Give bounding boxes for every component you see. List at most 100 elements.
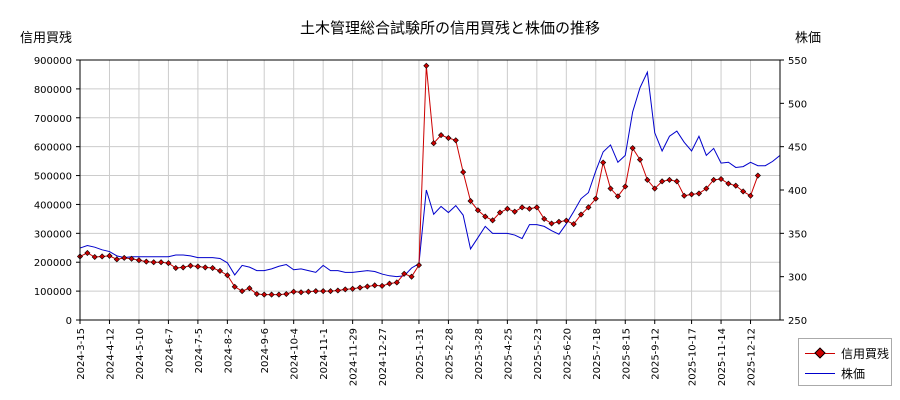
margin-point — [718, 175, 725, 183]
margin-point — [261, 291, 268, 298]
x-tick-label: 2025-12-12 — [747, 328, 758, 386]
x-tick-label: 2025-3-28 — [474, 328, 485, 380]
margin-point — [636, 156, 644, 163]
margin-point — [754, 172, 761, 179]
margin-point — [342, 286, 349, 293]
margin-point — [526, 205, 533, 212]
right-tick-label: 300 — [788, 273, 807, 284]
margin-point — [231, 283, 238, 290]
margin-point — [106, 252, 113, 259]
margin-point — [555, 218, 562, 225]
margin-point — [172, 264, 179, 272]
margin-point — [386, 280, 393, 287]
margin-point — [209, 264, 216, 272]
margin-point — [600, 159, 607, 166]
margin-point — [496, 209, 504, 216]
margin-point — [275, 291, 282, 298]
margin-point — [445, 134, 452, 142]
margin-point — [511, 208, 518, 215]
y-axis-label-left: 信用買残 — [20, 31, 72, 46]
margin-point — [474, 207, 481, 214]
right-tick-label: 450 — [788, 143, 807, 154]
margin-point — [430, 140, 437, 147]
right-tick-label: 350 — [788, 229, 807, 240]
margin-point — [622, 183, 629, 190]
margin-point — [320, 288, 327, 295]
x-tick-label: 2024-11-29 — [349, 328, 360, 386]
margin-series — [76, 62, 761, 298]
margin-point — [592, 195, 599, 202]
left-tick-label: 500000 — [34, 172, 72, 183]
legend-label-margin: 信用買残 — [841, 346, 890, 361]
margin-point — [452, 137, 459, 144]
margin-point — [570, 221, 577, 228]
x-tick-label: 2024-6-7 — [164, 328, 175, 373]
left-axis: 0 100000 200000 300000 400000 500000 600000 700… — [34, 56, 80, 327]
margin-point — [239, 288, 246, 295]
margin-point — [460, 169, 467, 176]
margin-point — [710, 176, 717, 183]
x-tick-label: 2025-1-31 — [415, 328, 426, 380]
x-tick-label: 2024-7-5 — [194, 328, 205, 373]
x-tick-label: 2024-9-6 — [260, 328, 271, 373]
x-tick-label: 2024-3-15 — [76, 328, 87, 380]
x-tick-label: 2025-4-25 — [503, 328, 514, 380]
margin-point — [334, 287, 341, 294]
legend: 信用買残 株価 — [798, 338, 892, 386]
margin-point — [143, 258, 150, 265]
margin-point — [393, 279, 400, 286]
margin-point — [224, 272, 231, 279]
margin-point — [725, 180, 732, 187]
legend-label-price: 株価 — [841, 366, 866, 381]
x-tick-label: 2024-5-10 — [135, 328, 146, 380]
margin-point — [578, 211, 585, 218]
margin-point — [489, 217, 496, 224]
x-tick-label: 2025-8-15 — [621, 328, 632, 380]
left-tick-label: 100000 — [34, 287, 72, 298]
margin-point — [99, 253, 106, 260]
margin-point — [467, 197, 474, 205]
left-tick-label: 700000 — [34, 114, 72, 125]
margin-point — [202, 264, 209, 271]
left-tick-label: 600000 — [34, 143, 72, 154]
margin-point — [113, 256, 120, 263]
margin-point — [533, 204, 540, 211]
x-tick-label: 2025-11-14 — [717, 328, 728, 386]
margin-point — [666, 176, 673, 183]
right-tick-label: 250 — [788, 316, 807, 327]
x-tick-label: 2024-11-1 — [319, 328, 330, 380]
chart-title: 土木管理総合試験所の信用買残と株価の推移 — [300, 19, 600, 37]
margin-point — [644, 176, 651, 183]
x-tick-label: 2024-8-2 — [223, 328, 234, 373]
left-tick-label: 200000 — [34, 258, 72, 269]
margin-point — [246, 285, 253, 292]
margin-point — [349, 285, 356, 292]
margin-point — [298, 289, 305, 296]
margin-point — [305, 288, 312, 295]
left-tick-label: 300000 — [34, 229, 72, 240]
margin-point — [135, 257, 142, 264]
margin-point — [541, 215, 548, 222]
margin-point — [651, 185, 658, 192]
margin-point — [158, 259, 165, 266]
margin-point — [688, 191, 695, 198]
x-axis: 2024-3-15 2024-4-12 2024-5-10 2024-6-7 2024-… — [76, 320, 758, 386]
x-tick-label: 2025-7-18 — [592, 328, 603, 380]
left-tick-label: 400000 — [34, 200, 72, 211]
margin-point — [150, 259, 157, 266]
margin-point — [364, 283, 371, 290]
left-tick-label: 0 — [66, 316, 72, 327]
right-axis: 250 300 350 400 450 500 550 — [780, 56, 807, 327]
margin-point — [371, 282, 378, 289]
left-tick-label: 800000 — [34, 85, 72, 96]
margin-point — [194, 263, 201, 270]
margin-point — [415, 262, 422, 269]
x-tick-label: 2025-2-28 — [444, 328, 455, 380]
margin-point — [379, 282, 386, 289]
margin-point — [290, 288, 297, 295]
margin-point — [585, 204, 592, 211]
margin-point — [614, 193, 621, 200]
x-tick-label: 2025-5-23 — [533, 328, 544, 380]
y-axis-label-right: 株価 — [795, 31, 821, 46]
margin-point — [629, 145, 636, 152]
